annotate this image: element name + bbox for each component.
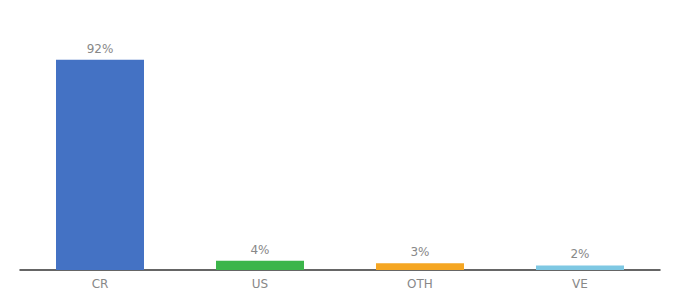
svg-text:OTH: OTH xyxy=(407,277,433,291)
svg-text:4%: 4% xyxy=(250,243,269,257)
svg-text:2%: 2% xyxy=(570,247,589,261)
svg-text:CR: CR xyxy=(92,277,109,291)
svg-text:3%: 3% xyxy=(410,245,429,259)
svg-text:VE: VE xyxy=(572,277,588,291)
svg-text:92%: 92% xyxy=(87,42,114,56)
svg-text:US: US xyxy=(252,277,268,291)
